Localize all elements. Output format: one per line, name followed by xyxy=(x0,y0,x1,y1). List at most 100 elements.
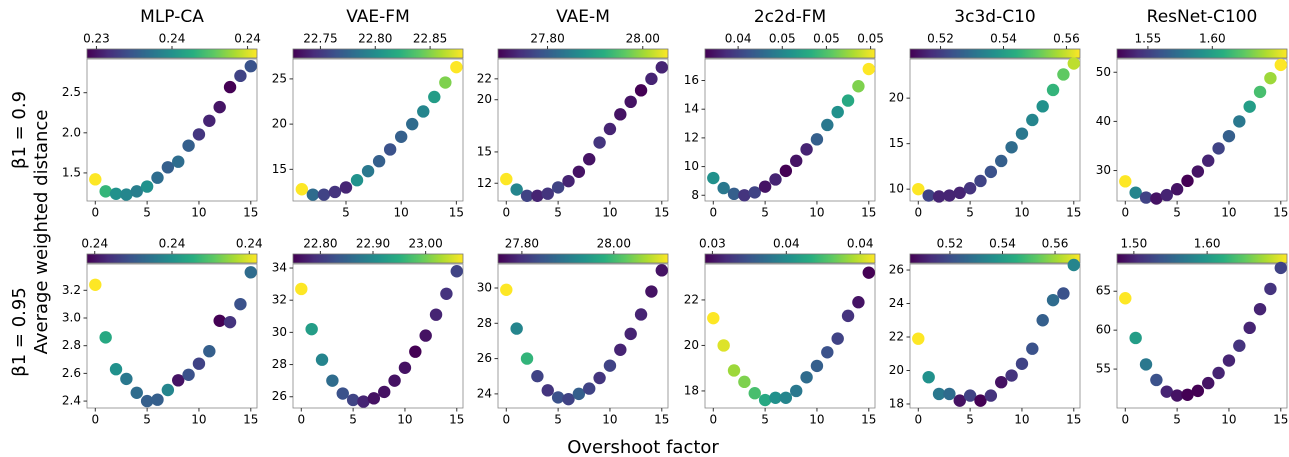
y-tick-label: 26 xyxy=(272,389,287,403)
point xyxy=(624,327,637,341)
point xyxy=(350,173,364,187)
point xyxy=(974,174,987,188)
colorbar xyxy=(497,48,669,59)
x-tick-label: 10 xyxy=(602,206,617,220)
x-tick-label: 10 xyxy=(809,206,824,220)
x-tick-label: 15 xyxy=(654,413,669,427)
point xyxy=(1119,175,1132,188)
point xyxy=(1202,154,1215,167)
point xyxy=(244,60,257,73)
colorbar-tick-label: 1.50 xyxy=(1120,237,1147,251)
point xyxy=(203,114,216,127)
colorbar-tick-label: 0.52 xyxy=(937,237,964,251)
point xyxy=(1036,314,1049,327)
point xyxy=(223,80,237,94)
y-tick-label: 30 xyxy=(477,281,492,295)
point xyxy=(634,308,648,321)
y-tick-label: 24 xyxy=(889,296,904,310)
point xyxy=(305,322,318,336)
y-tick-label: 2.0 xyxy=(62,125,81,139)
y-tick-label: 30 xyxy=(272,325,287,339)
y-tick-label: 26 xyxy=(889,263,904,277)
point xyxy=(1222,129,1236,143)
colorbar xyxy=(704,48,876,59)
x-tick-label: 5 xyxy=(966,206,974,220)
point xyxy=(140,394,154,408)
chart-title: ResNet-C100 xyxy=(1147,7,1258,27)
colorbar-tick-label: 1.60 xyxy=(1199,32,1226,46)
colorbar-tick-label: 0.04 xyxy=(773,237,800,251)
point xyxy=(1026,342,1039,355)
x-tick-label: 0 xyxy=(709,413,717,427)
axes-frame xyxy=(909,263,1081,409)
axes-frame xyxy=(86,58,258,202)
point xyxy=(89,173,102,186)
point xyxy=(109,363,123,376)
point xyxy=(943,387,956,401)
point xyxy=(428,90,441,104)
point xyxy=(450,265,463,278)
colorbar xyxy=(1116,253,1288,264)
y-tick-label: 20 xyxy=(684,338,699,352)
y-tick-label: 8 xyxy=(691,188,699,202)
point xyxy=(1233,115,1246,128)
point xyxy=(182,368,195,381)
point xyxy=(922,370,935,384)
point xyxy=(779,391,793,404)
point xyxy=(572,387,586,401)
point xyxy=(541,187,554,200)
point xyxy=(213,314,226,327)
point xyxy=(862,266,875,279)
y-tick-label: 22 xyxy=(684,292,699,306)
point xyxy=(120,372,133,386)
point xyxy=(614,108,627,121)
colorbar-tick-label: 0.05 xyxy=(857,32,884,46)
point xyxy=(1036,100,1049,113)
x-tick-label: 10 xyxy=(1221,413,1236,427)
point xyxy=(841,94,855,107)
x-tick-label: 10 xyxy=(394,206,409,220)
x-tick-label: 10 xyxy=(1014,413,1029,427)
x-tick-label: 10 xyxy=(191,413,206,427)
point xyxy=(984,389,998,402)
colorbar-tick-label: 0.23 xyxy=(83,32,110,46)
y-tick-label: 28 xyxy=(477,316,492,330)
point xyxy=(634,84,648,97)
point xyxy=(89,278,102,291)
point xyxy=(406,117,419,131)
point xyxy=(450,60,463,74)
colorbar-tick-label: 23.00 xyxy=(408,237,442,251)
point xyxy=(974,394,987,407)
x-tick-label: 0 xyxy=(709,206,717,220)
point xyxy=(912,332,925,345)
axes-frame xyxy=(497,263,669,409)
point xyxy=(315,353,329,366)
y-tick-label: 60 xyxy=(1096,323,1111,337)
x-tick-label: 15 xyxy=(1066,206,1081,220)
point xyxy=(1243,100,1256,113)
point xyxy=(1191,384,1205,398)
point xyxy=(748,387,761,400)
point xyxy=(1026,113,1039,127)
y-tick-label: 20 xyxy=(272,117,287,131)
y-tick-label: 28 xyxy=(272,357,287,371)
point xyxy=(655,61,668,74)
point xyxy=(1253,85,1267,99)
y-tick-label: 40 xyxy=(1096,114,1111,128)
point xyxy=(810,133,824,146)
point xyxy=(953,186,966,200)
point xyxy=(234,297,247,311)
point xyxy=(1046,293,1060,307)
point xyxy=(336,387,349,400)
point xyxy=(328,185,342,199)
point xyxy=(645,72,658,86)
point xyxy=(624,95,637,109)
x-tick-label: 10 xyxy=(1014,206,1029,220)
x-axis-label: Overshoot factor xyxy=(567,437,719,457)
point xyxy=(1160,385,1173,398)
point xyxy=(963,182,977,195)
point xyxy=(1150,373,1163,387)
colorbar xyxy=(497,253,669,264)
colorbar-tick-label: 0.24 xyxy=(234,32,261,46)
chart-title: VAE-M xyxy=(556,7,610,27)
